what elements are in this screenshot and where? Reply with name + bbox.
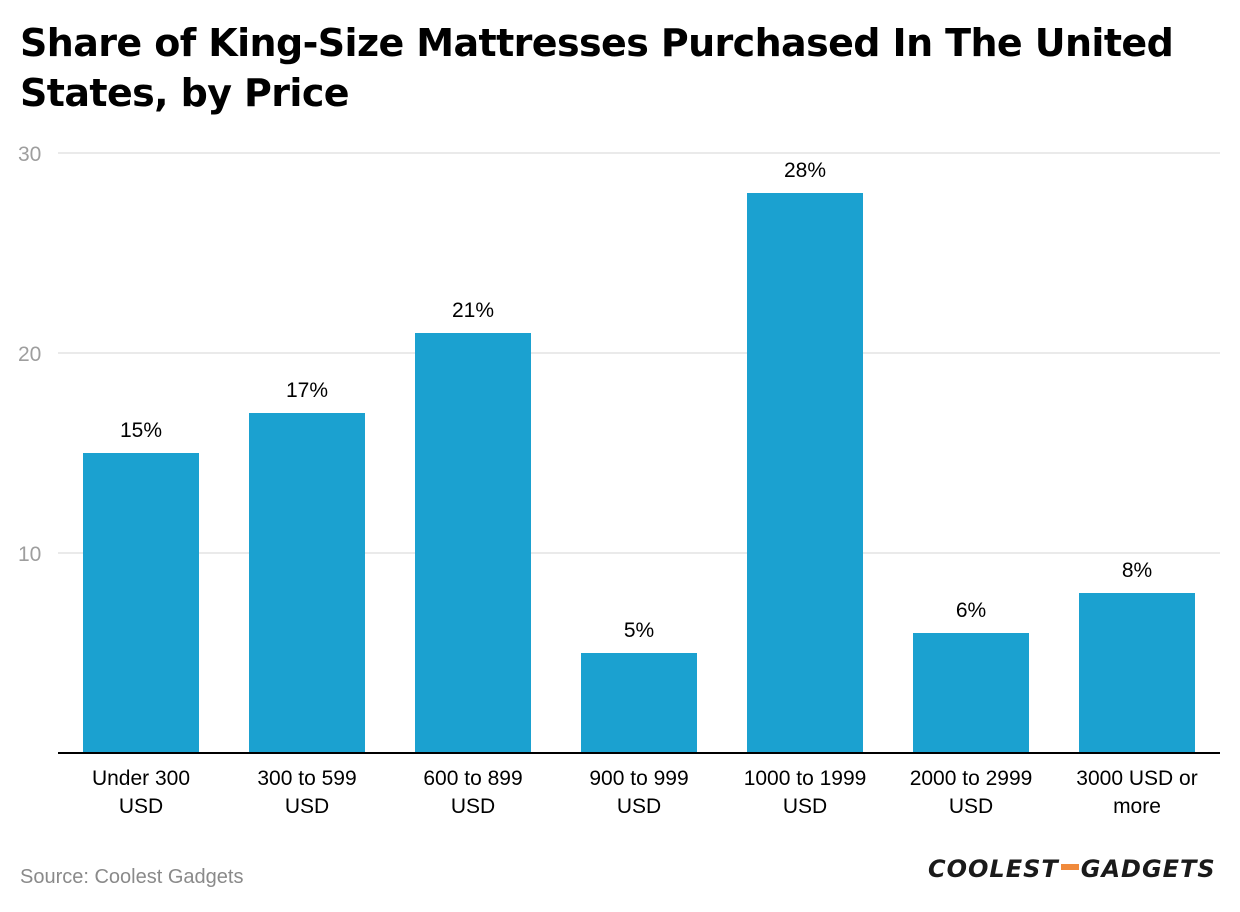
x-tick-label: 300 to 599 — [257, 767, 356, 790]
brand-logo: COOLEST GADGETS — [928, 855, 1216, 883]
data-label: 8% — [1122, 559, 1152, 582]
y-tick-label: 30 — [18, 143, 41, 166]
x-tick-label: 1000 to 1999 — [744, 767, 867, 790]
x-tick-label: 3000 USD or — [1076, 767, 1197, 790]
chart-title: Share of King-Size Mattresses Purchased … — [20, 21, 1174, 115]
x-tick-label: USD — [617, 795, 661, 818]
x-tick-label: USD — [119, 795, 163, 818]
bar — [83, 453, 199, 753]
data-label: 28% — [784, 159, 826, 182]
x-tick-label: USD — [783, 795, 827, 818]
x-tick-label: USD — [285, 795, 329, 818]
x-tick-label: more — [1113, 795, 1161, 818]
data-label: 21% — [452, 299, 494, 322]
y-tick-label: 20 — [18, 343, 41, 366]
data-label: 6% — [956, 599, 986, 622]
data-label: 15% — [120, 419, 162, 442]
brand-logo-dash — [1060, 864, 1079, 870]
brand-logo-left: COOLEST — [928, 855, 1059, 883]
x-tick-label: Under 300 — [92, 767, 190, 790]
x-tick-label: 2000 to 2999 — [910, 767, 1033, 790]
source-note: Source: Coolest Gadgets — [20, 866, 244, 888]
bar — [1079, 593, 1195, 753]
x-tick-label: USD — [949, 795, 993, 818]
x-tick-label: 900 to 999 — [589, 767, 688, 790]
bar — [249, 413, 365, 753]
bar — [415, 333, 531, 753]
data-label: 5% — [624, 619, 654, 642]
bar — [581, 653, 697, 753]
x-tick-label: 600 to 899 — [423, 767, 522, 790]
brand-logo-right: GADGETS — [1080, 855, 1216, 883]
bar — [747, 193, 863, 753]
data-label: 17% — [286, 379, 328, 402]
x-tick-label: USD — [451, 795, 495, 818]
bar — [913, 633, 1029, 753]
y-tick-label: 10 — [18, 543, 41, 566]
